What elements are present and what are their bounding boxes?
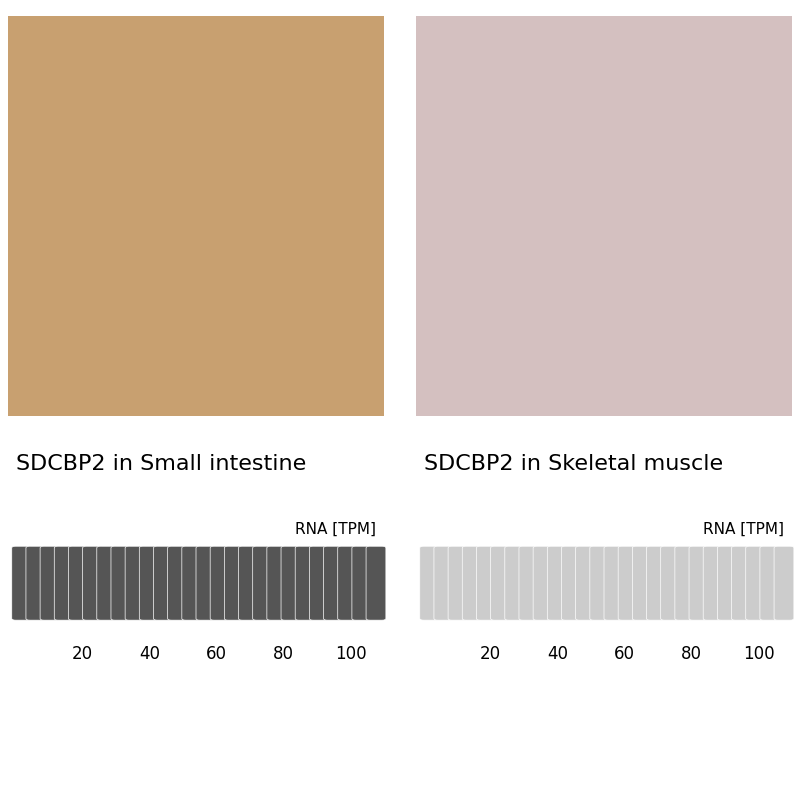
FancyBboxPatch shape	[774, 546, 794, 620]
FancyBboxPatch shape	[675, 546, 694, 620]
FancyBboxPatch shape	[547, 546, 567, 620]
Text: 40: 40	[139, 645, 160, 662]
FancyBboxPatch shape	[26, 546, 46, 620]
FancyBboxPatch shape	[310, 546, 329, 620]
FancyBboxPatch shape	[434, 546, 454, 620]
FancyBboxPatch shape	[760, 546, 780, 620]
Text: SDCBP2 in Small intestine: SDCBP2 in Small intestine	[15, 454, 306, 474]
FancyBboxPatch shape	[352, 546, 372, 620]
FancyBboxPatch shape	[689, 546, 709, 620]
FancyBboxPatch shape	[69, 546, 88, 620]
FancyBboxPatch shape	[420, 546, 439, 620]
FancyBboxPatch shape	[519, 546, 538, 620]
FancyBboxPatch shape	[718, 546, 737, 620]
FancyBboxPatch shape	[111, 546, 130, 620]
Text: 20: 20	[480, 645, 501, 662]
FancyBboxPatch shape	[281, 546, 301, 620]
FancyBboxPatch shape	[632, 546, 652, 620]
FancyBboxPatch shape	[505, 546, 525, 620]
Text: 80: 80	[681, 645, 702, 662]
FancyBboxPatch shape	[703, 546, 723, 620]
Text: RNA [TPM]: RNA [TPM]	[703, 522, 785, 537]
Text: 40: 40	[547, 645, 568, 662]
FancyBboxPatch shape	[182, 546, 202, 620]
FancyBboxPatch shape	[40, 546, 60, 620]
Text: RNA [TPM]: RNA [TPM]	[295, 522, 377, 537]
FancyBboxPatch shape	[125, 546, 145, 620]
FancyBboxPatch shape	[267, 546, 286, 620]
FancyBboxPatch shape	[646, 546, 666, 620]
FancyBboxPatch shape	[168, 546, 187, 620]
FancyBboxPatch shape	[338, 546, 358, 620]
Text: 100: 100	[742, 645, 774, 662]
FancyBboxPatch shape	[590, 546, 610, 620]
Text: 60: 60	[206, 645, 227, 662]
FancyBboxPatch shape	[746, 546, 766, 620]
FancyBboxPatch shape	[448, 546, 468, 620]
Text: 80: 80	[273, 645, 294, 662]
FancyBboxPatch shape	[477, 546, 496, 620]
FancyBboxPatch shape	[54, 546, 74, 620]
Text: 20: 20	[72, 645, 93, 662]
FancyBboxPatch shape	[154, 546, 174, 620]
FancyBboxPatch shape	[139, 546, 159, 620]
FancyBboxPatch shape	[366, 546, 386, 620]
FancyBboxPatch shape	[210, 546, 230, 620]
Text: 100: 100	[334, 645, 366, 662]
FancyBboxPatch shape	[295, 546, 315, 620]
FancyBboxPatch shape	[82, 546, 102, 620]
FancyBboxPatch shape	[12, 546, 31, 620]
FancyBboxPatch shape	[661, 546, 681, 620]
Text: 60: 60	[614, 645, 635, 662]
FancyBboxPatch shape	[196, 546, 216, 620]
FancyBboxPatch shape	[490, 546, 510, 620]
FancyBboxPatch shape	[562, 546, 582, 620]
FancyBboxPatch shape	[253, 546, 273, 620]
FancyBboxPatch shape	[731, 546, 751, 620]
FancyBboxPatch shape	[533, 546, 553, 620]
FancyBboxPatch shape	[604, 546, 624, 620]
FancyBboxPatch shape	[224, 546, 244, 620]
FancyBboxPatch shape	[576, 546, 595, 620]
FancyBboxPatch shape	[97, 546, 117, 620]
Text: SDCBP2 in Skeletal muscle: SDCBP2 in Skeletal muscle	[423, 454, 722, 474]
FancyBboxPatch shape	[238, 546, 258, 620]
FancyBboxPatch shape	[462, 546, 482, 620]
FancyBboxPatch shape	[618, 546, 638, 620]
FancyBboxPatch shape	[323, 546, 343, 620]
